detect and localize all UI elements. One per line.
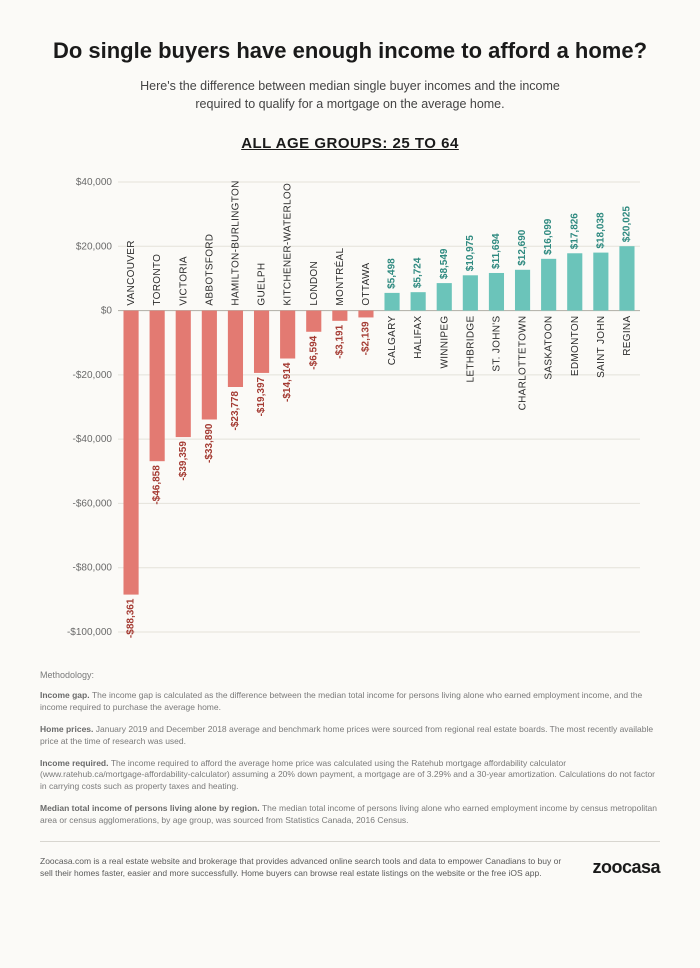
bar-city-label: GUELPH	[257, 263, 268, 306]
bar	[437, 283, 452, 310]
bar-value-label: $17,826	[569, 213, 580, 250]
footer-text: Zoocasa.com is a real estate website and…	[40, 856, 572, 880]
bar-value-label: -$23,778	[230, 391, 241, 431]
bar	[593, 253, 608, 311]
bar	[515, 270, 530, 311]
bar-city-label: SASKATOON	[544, 316, 555, 380]
bar-value-label: -$33,890	[204, 423, 215, 463]
bar	[150, 311, 165, 462]
methodology-heading: Methodology:	[40, 670, 660, 680]
bar-value-label: -$46,858	[152, 465, 163, 505]
methodology-item: Income gap. The income gap is calculated…	[40, 690, 660, 714]
bar-value-label: $5,498	[387, 258, 398, 289]
bar-city-label: REGINA	[622, 316, 633, 356]
bar	[176, 311, 191, 438]
bar-city-label: TORONTO	[152, 254, 163, 306]
bar	[358, 311, 373, 318]
bar-city-label: WINNIPEG	[439, 316, 450, 369]
bar	[332, 311, 347, 321]
methodology-item: Income required. The income required to …	[40, 758, 660, 794]
bar-value-label: -$88,361	[126, 598, 137, 638]
methodology-list: Income gap. The income gap is calculated…	[40, 690, 660, 837]
bar-city-label: SAINT JOHN	[596, 316, 607, 378]
chart-svg: -$100,000 -$80,000 -$60,000 -$40,000 -$20,00…	[50, 172, 650, 642]
svg-text:$20,000: $20,000	[76, 241, 113, 252]
page-subtitle: Here's the difference between median sin…	[120, 78, 580, 113]
bar	[619, 246, 634, 310]
methodology-item: Home prices. January 2019 and December 2…	[40, 724, 660, 748]
bar-value-label: $16,099	[543, 218, 554, 255]
bar-value-label: $12,690	[517, 229, 528, 266]
svg-text:-$100,000: -$100,000	[67, 627, 112, 638]
bar-city-label: MONTRÉAL	[333, 247, 346, 305]
bar	[384, 293, 399, 311]
section-label: ALL AGE GROUPS: 25 TO 64	[40, 135, 660, 152]
bar	[306, 311, 321, 332]
svg-text:-$40,000: -$40,000	[73, 434, 113, 445]
infographic-page: Do single buyers have enough income to a…	[0, 0, 700, 968]
page-title: Do single buyers have enough income to a…	[40, 38, 660, 64]
bar	[228, 311, 243, 387]
bar-city-label: HAMILTON-BURLINGTON	[230, 180, 241, 305]
bar-city-label: OTTAWA	[361, 262, 372, 305]
bar-city-label: HALIFAX	[413, 316, 424, 359]
bar-city-label: KITCHENER-WATERLOO	[283, 183, 294, 306]
footer: Zoocasa.com is a real estate website and…	[40, 841, 660, 880]
bar	[489, 273, 504, 311]
bar-city-label: VANCOUVER	[126, 240, 137, 305]
bar-value-label: $10,975	[465, 235, 476, 272]
bar-value-label: $8,549	[439, 248, 450, 279]
bar	[411, 292, 426, 310]
bar-city-label: EDMONTON	[570, 316, 581, 377]
bar-value-label: -$14,914	[282, 362, 293, 402]
brand-logo: zoocasa	[592, 857, 660, 878]
svg-text:$40,000: $40,000	[76, 177, 113, 188]
bar-city-label: CALGARY	[387, 316, 398, 366]
bar-value-label: -$19,397	[256, 376, 267, 416]
bar-value-label: -$39,359	[178, 441, 189, 481]
bar-value-label: $5,724	[413, 257, 424, 288]
bar	[280, 311, 295, 359]
bar-city-label: LONDON	[309, 261, 320, 306]
bar	[254, 311, 269, 373]
bar	[463, 275, 478, 310]
bar	[202, 311, 217, 420]
bar-city-label: CHARLOTTETOWN	[518, 316, 529, 411]
bar-city-label: LETHBRIDGE	[465, 316, 476, 383]
bar-value-label: -$2,139	[360, 321, 371, 355]
bar-city-label: ST. JOHN'S	[491, 316, 502, 372]
svg-text:$0: $0	[101, 306, 113, 317]
svg-text:-$60,000: -$60,000	[73, 498, 113, 509]
bar	[123, 311, 138, 595]
bar-value-label: $18,038	[595, 212, 606, 249]
bar-city-label: ABBOTSFORD	[204, 234, 215, 306]
svg-text:-$80,000: -$80,000	[73, 563, 113, 574]
bar	[567, 253, 582, 310]
bar-value-label: -$3,191	[334, 324, 345, 358]
methodology-item: Median total income of persons living al…	[40, 803, 660, 827]
bar-city-label: VICTORIA	[178, 256, 189, 305]
svg-text:-$20,000: -$20,000	[73, 370, 113, 381]
income-gap-chart: -$100,000 -$80,000 -$60,000 -$40,000 -$20,00…	[50, 172, 660, 642]
bar	[541, 259, 556, 311]
bar-value-label: $20,025	[621, 206, 632, 243]
bar-value-label: -$6,594	[308, 335, 319, 369]
bar-value-label: $11,694	[491, 233, 502, 269]
